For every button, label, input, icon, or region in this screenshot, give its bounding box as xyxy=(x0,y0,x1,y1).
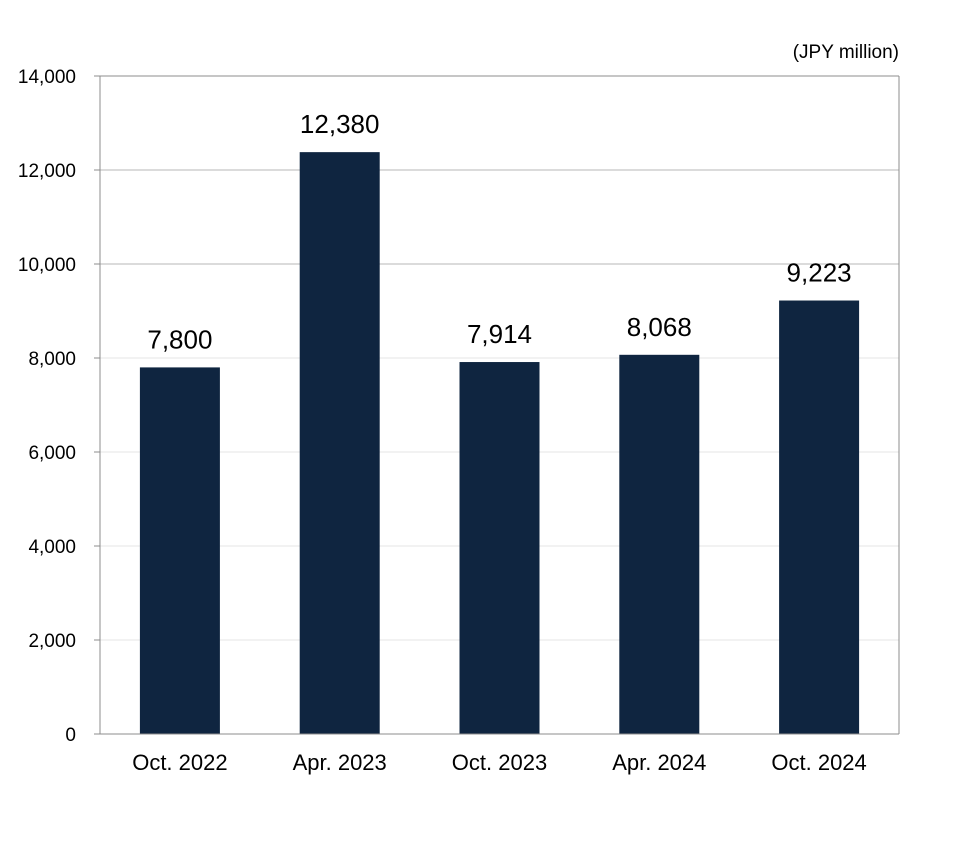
data-label: 9,223 xyxy=(787,258,852,288)
y-tick-label: 6,000 xyxy=(28,443,76,464)
data-label: 7,800 xyxy=(147,324,212,354)
bar xyxy=(139,367,220,734)
data-label: 7,914 xyxy=(467,319,532,349)
y-tick-label: 0 xyxy=(65,725,76,746)
unit-label: (JPY million) xyxy=(793,42,899,63)
axes xyxy=(94,75,900,735)
x-tick-label: Oct. 2024 xyxy=(771,750,866,775)
x-tick-label: Oct. 2022 xyxy=(132,750,227,775)
data-label: 12,380 xyxy=(300,109,380,139)
y-tick-label: 12,000 xyxy=(18,161,76,182)
y-tick-label: 10,000 xyxy=(18,255,76,276)
y-tick-label: 2,000 xyxy=(28,631,76,652)
x-tick-label: Apr. 2023 xyxy=(293,750,387,775)
bar xyxy=(619,354,700,734)
x-tick-label: Apr. 2024 xyxy=(612,750,706,775)
bar xyxy=(779,300,860,734)
y-tick-label: 4,000 xyxy=(28,537,76,558)
x-tick-label: Oct. 2023 xyxy=(452,750,547,775)
data-label: 8,068 xyxy=(627,312,692,342)
bar xyxy=(459,362,540,734)
bars xyxy=(139,152,860,734)
y-tick-label: 8,000 xyxy=(28,349,76,370)
y-tick-label: 14,000 xyxy=(18,67,76,88)
bar xyxy=(299,152,380,734)
labels: (JPY million) 0 2,000 4,000 6,000 8,000 10,00… xyxy=(18,42,899,775)
